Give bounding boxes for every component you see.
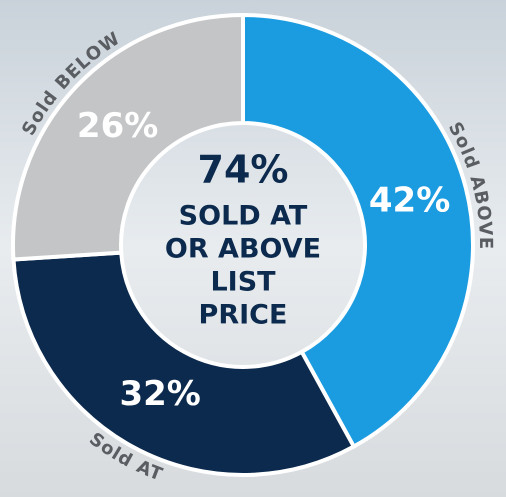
center-caption: LIST	[210, 267, 276, 298]
value-label: 32%	[119, 374, 200, 414]
chart: 42%Sold ABOVE32%Sold AT26%Sold BELOW74%S…	[0, 0, 506, 497]
center-caption: PRICE	[199, 300, 288, 331]
center-value: 74%	[198, 148, 289, 192]
center-caption: OR ABOVE	[165, 234, 321, 265]
value-label: 26%	[77, 106, 158, 146]
value-label: 42%	[369, 181, 450, 221]
center-caption: SOLD AT	[179, 201, 308, 232]
